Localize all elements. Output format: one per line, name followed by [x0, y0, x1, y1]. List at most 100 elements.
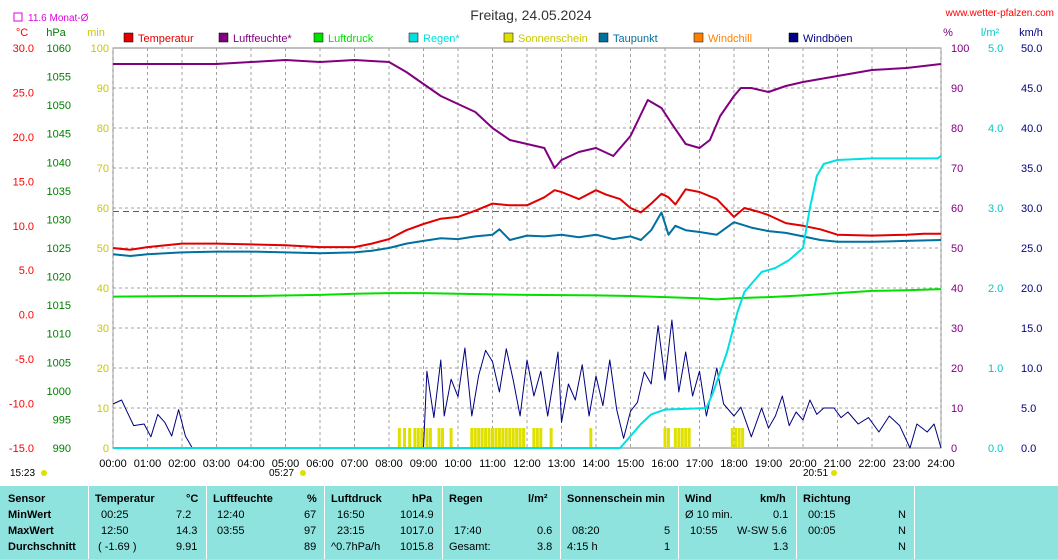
pressure-axis-tick: 1015 — [47, 300, 71, 312]
cell-rain-value: 0.6 — [537, 525, 553, 537]
sunshine-bar — [535, 428, 539, 448]
table-divider — [206, 486, 207, 559]
sunshine-bar — [497, 428, 501, 448]
cell-wind-time: 10:55 — [690, 525, 718, 537]
temp-axis-tick: 20.0 — [13, 132, 34, 144]
chart-title: Freitag, 24.05.2024 — [470, 7, 592, 23]
sun-axis-tick: 0 — [103, 443, 109, 455]
pressure-axis-tick: 1020 — [47, 272, 71, 284]
pressure-axis-tick: 1060 — [47, 43, 71, 55]
wind-axis-tick: 15.0 — [1021, 323, 1042, 335]
x-axis-tick: 07:00 — [341, 458, 369, 470]
temp-axis-tick: 10.0 — [13, 221, 34, 233]
x-axis-tick: 20:00 — [789, 458, 817, 470]
sunshine-bar — [737, 428, 741, 448]
cell-direction-value: N — [898, 525, 906, 537]
x-axis-tick: 02:00 — [168, 458, 196, 470]
cell-sun-time: 08:20 — [572, 525, 600, 537]
temp-axis-tick: 5.0 — [19, 265, 34, 277]
current-time-sun-icon — [41, 470, 47, 476]
weather-chart: Freitag, 24.05.2024 www.wetter-pfalzen.c… — [9, 7, 1054, 479]
legend-label: Temperatur — [138, 33, 194, 45]
cell-wind-value: 1.3 — [773, 541, 789, 553]
cell-rain-total-label: Gesamt: — [449, 541, 491, 553]
wind-axis-tick: 40.0 — [1021, 123, 1042, 135]
sun-axis-tick: 60 — [97, 203, 109, 215]
legend-label: Taupunkt — [613, 33, 658, 45]
sunshine-bar — [666, 428, 670, 448]
cell-humidity-time: 12:40 — [217, 509, 245, 521]
cell-humidity-value: 67 — [304, 509, 317, 521]
legend-swatch — [123, 32, 134, 43]
legend-label: Sonnenschein — [518, 33, 588, 45]
x-axis-tick: 01:00 — [134, 458, 162, 470]
monthly-avg-legend-box — [13, 12, 23, 22]
rain-axis-tick: 1.0 — [988, 363, 1003, 375]
axis-unit-label: km/h — [1019, 27, 1043, 39]
table-divider — [560, 486, 561, 559]
rain-axis-tick: 2.0 — [988, 283, 1003, 295]
site-url: www.wetter-pfalzen.com — [945, 8, 1054, 19]
humidity-axis-tick: 70 — [951, 163, 963, 175]
x-axis-tick: 18:00 — [720, 458, 748, 470]
x-axis-tick: 10:00 — [444, 458, 472, 470]
sunshine-bar — [663, 428, 667, 448]
legend-swatch — [313, 32, 324, 43]
axis-unit-label: min — [87, 27, 105, 39]
x-axis-tick: 19:00 — [755, 458, 783, 470]
humidity-axis-tick: 50 — [951, 243, 963, 255]
x-axis-tick: 24:00 — [927, 458, 955, 470]
cell-wind-time: Ø 10 min. — [685, 509, 733, 521]
series-line-temperature — [112, 188, 941, 251]
sunshine-bar — [491, 428, 494, 448]
x-axis-tick: 16:00 — [651, 458, 679, 470]
humidity-axis-tick: 20 — [951, 363, 963, 375]
legend-swatch — [218, 32, 229, 43]
cell-temp-time: ( -1.69 ) — [98, 541, 137, 553]
wind-axis-tick: 5.0 — [1021, 403, 1036, 415]
x-axis-tick: 06:00 — [306, 458, 334, 470]
table-divider — [324, 486, 325, 559]
axis-unit-label: hPa — [46, 27, 66, 39]
cell-rain-time: 17:40 — [454, 525, 482, 537]
cell-humidity-value: 97 — [304, 525, 317, 537]
humidity-axis-tick: 60 — [951, 203, 963, 215]
cell-temp-value: 14.3 — [176, 525, 198, 537]
cell-sun-value: 1 — [664, 541, 671, 553]
sunshine-bar — [428, 428, 432, 448]
sunshine-bar — [532, 428, 536, 448]
cell-direction-time: 00:05 — [808, 525, 836, 537]
x-axis-tick: 04:00 — [237, 458, 265, 470]
sunshine-bar — [477, 428, 481, 448]
legend-swatch — [503, 32, 514, 43]
monthly-avg-label: 11.6 Monat-Ø — [28, 13, 89, 24]
axis-unit-label: °C — [16, 27, 28, 39]
temp-axis-tick: -10.0 — [9, 399, 34, 411]
sunshine-bar — [589, 428, 593, 448]
sunshine-bar — [504, 428, 508, 448]
temp-axis-tick: 0.0 — [19, 310, 34, 322]
sunshine-bar — [673, 428, 677, 448]
x-axis-tick: 17:00 — [686, 458, 714, 470]
cell-humidity-time: 03:55 — [217, 525, 245, 537]
sunshine-bar — [687, 428, 691, 448]
sun-axis-tick: 10 — [97, 403, 109, 415]
sunshine-bar — [730, 428, 734, 448]
sunshine-bar — [470, 428, 474, 448]
sunshine-bar — [480, 428, 484, 448]
cell-humidity-value: 89 — [304, 541, 317, 553]
statistics-table: Sensor Temperatur °C Luftfeuchte % Luftd… — [0, 486, 1058, 559]
sunshine-bar — [518, 428, 522, 448]
legend-label: Windchill — [708, 33, 752, 45]
sun-axis-tick: 40 — [97, 283, 109, 295]
table-header-luftfeuchte: Luftfeuchte — [213, 493, 273, 505]
x-axis-tick: 12:00 — [513, 458, 541, 470]
x-axis-tick: 14:00 — [582, 458, 610, 470]
x-axis-tick: 13:00 — [548, 458, 576, 470]
table-header-sensor: Sensor — [8, 493, 46, 505]
sunshine-bar — [741, 428, 745, 448]
sunshine-bar — [397, 428, 401, 448]
legend-label: Luftfeuchte* — [233, 33, 292, 45]
pressure-axis-tick: 1035 — [47, 186, 71, 198]
temp-axis-tick: 25.0 — [13, 87, 34, 99]
